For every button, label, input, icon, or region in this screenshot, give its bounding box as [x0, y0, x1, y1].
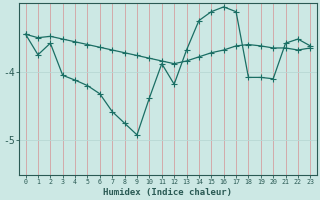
X-axis label: Humidex (Indice chaleur): Humidex (Indice chaleur) [103, 188, 232, 197]
